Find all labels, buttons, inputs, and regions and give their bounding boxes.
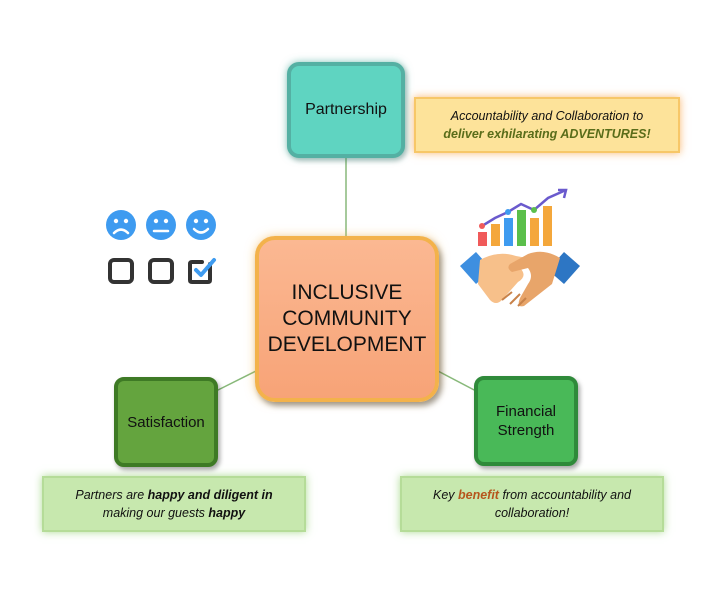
partnership-note-line-2: deliver exhilarating ADVENTURES! — [443, 127, 651, 141]
satisfaction-note: Partners are happy and diligent in makin… — [42, 476, 306, 532]
partnership-node: Partnership — [287, 62, 405, 158]
satisfaction-feedback-icon — [106, 210, 216, 284]
partnership-note-line-1: Accountability and Collaboration to — [450, 109, 644, 123]
center-line-3: DEVELOPMENT — [267, 333, 427, 356]
partnership-label: Partnership — [305, 101, 387, 118]
financial-note-text-b: from accountability and — [498, 488, 631, 502]
center-line-1: INCLUSIVE — [291, 281, 403, 304]
happy-face-icon — [186, 210, 216, 240]
financial-note-emphasis: benefit — [458, 488, 499, 502]
satisfaction-note-text-a: Partners are — [75, 488, 148, 502]
satisfaction-note-emphasis-a: happy and diligent in — [147, 488, 273, 502]
growth-bars-icon — [478, 188, 568, 246]
handshake-icon — [460, 251, 580, 307]
satisfaction-node: Satisfaction — [114, 377, 218, 467]
handshake-growth-icon — [460, 188, 580, 307]
satisfaction-note-text-b: making our guests — [102, 506, 209, 520]
connector-satisfaction — [213, 369, 259, 393]
partnership-note: Accountability and Collaboration to deli… — [414, 97, 680, 153]
sad-face-icon — [106, 210, 136, 240]
financial-note-text-a: Key — [432, 488, 458, 502]
financial-note: Key benefit from accountability and coll… — [400, 476, 664, 532]
empty-checkbox-icon — [108, 258, 134, 284]
connector-financial — [435, 369, 479, 393]
financial-note-line-2: collaboration! — [494, 506, 570, 520]
center-line-2: COMMUNITY — [282, 307, 412, 330]
financial-label-line-1: Financial — [495, 403, 557, 420]
empty-checkbox-icon — [148, 258, 174, 284]
financial-label-line-2: Strength — [497, 422, 555, 439]
financial-note-line-1: Key benefit from accountability and — [433, 486, 631, 504]
financial-strength-node: Financial Strength — [474, 376, 578, 466]
satisfaction-note-emphasis-b: happy — [208, 506, 246, 520]
checked-checkbox-icon — [188, 258, 216, 284]
satisfaction-note-line-2: making our guests happy — [103, 504, 245, 522]
satisfaction-label: Satisfaction — [127, 413, 205, 431]
center-node: INCLUSIVE COMMUNITY DEVELOPMENT — [255, 236, 439, 402]
neutral-face-icon — [146, 210, 176, 240]
satisfaction-note-line-1: Partners are happy and diligent in — [75, 486, 272, 504]
